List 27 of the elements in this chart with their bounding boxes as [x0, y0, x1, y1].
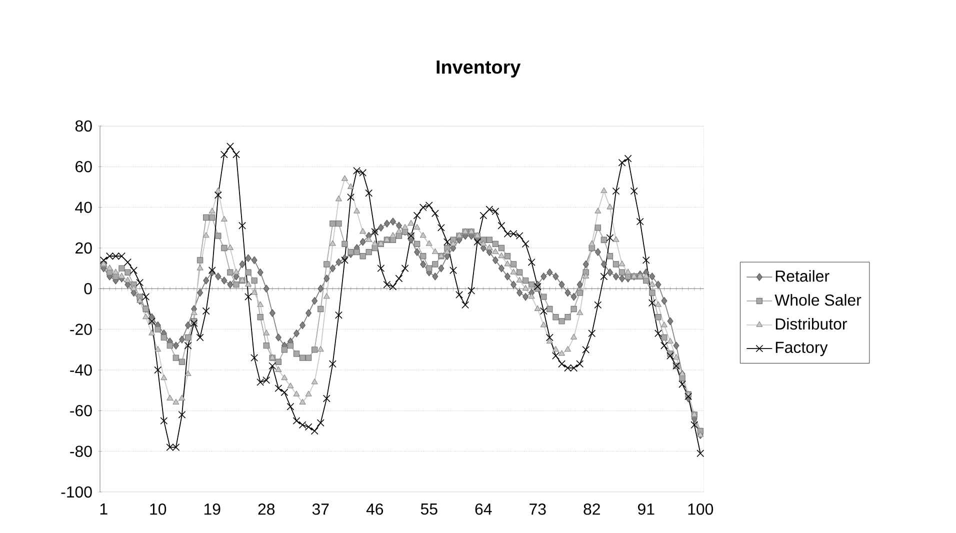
x-tick-label: 73	[530, 504, 546, 515]
y-tick-label: 60	[76, 161, 92, 172]
x-tick-label: 100	[688, 504, 714, 515]
x-tick-label: 10	[150, 504, 166, 515]
legend-label: Whole Saler	[774, 294, 862, 306]
x-tick-label: 82	[584, 504, 600, 515]
y-tick-label: -100	[61, 486, 92, 498]
x-tick-label: 64	[475, 504, 492, 515]
x-tick-label: 46	[366, 504, 384, 515]
y-tick-label: 80	[75, 120, 92, 132]
y-tick-label: 0	[84, 283, 92, 294]
x-tick-label: 19	[204, 504, 220, 515]
y-tick-label: 20	[76, 242, 92, 254]
legend-label: Factory	[776, 342, 828, 356]
x-tick-label: 55	[420, 504, 438, 515]
x-tick-label: 1	[100, 504, 108, 514]
legend-label: Retailer	[776, 270, 830, 282]
y-tick-label: -60	[70, 405, 92, 416]
y-tick-label: -80	[70, 446, 92, 457]
x-tick-label: 91	[638, 504, 654, 515]
chart-title: Inventory	[436, 60, 521, 78]
y-tick-label: -40	[70, 364, 92, 376]
x-tick-label: 28	[258, 504, 275, 515]
x-tick-label: 37	[312, 504, 329, 515]
y-tick-label: -20	[70, 324, 92, 335]
y-tick-label: 40	[75, 202, 92, 213]
legend-label: Distributor	[776, 318, 847, 330]
